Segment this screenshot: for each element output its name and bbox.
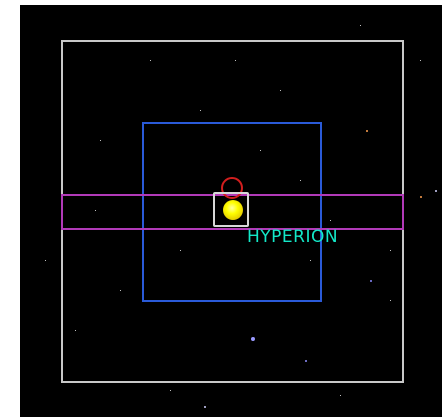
red-ring-marker xyxy=(221,177,243,199)
star xyxy=(120,290,121,291)
star xyxy=(360,25,361,26)
star xyxy=(170,390,171,391)
star xyxy=(305,360,307,362)
inner-field-of-view-frame xyxy=(142,122,322,302)
star xyxy=(95,210,96,211)
star xyxy=(390,250,391,251)
star xyxy=(420,60,421,61)
target-body[interactable] xyxy=(223,200,243,220)
target-label: HYPERION xyxy=(247,227,339,247)
star xyxy=(310,260,311,261)
star xyxy=(370,280,372,282)
star xyxy=(251,337,255,341)
star xyxy=(75,330,76,331)
star xyxy=(340,395,341,396)
star xyxy=(45,260,46,261)
star xyxy=(200,110,201,111)
star xyxy=(180,250,181,251)
star xyxy=(235,60,236,61)
star xyxy=(366,130,368,132)
star xyxy=(300,180,301,181)
star xyxy=(420,196,422,198)
star xyxy=(390,300,391,301)
star xyxy=(260,150,261,151)
star xyxy=(330,220,331,221)
star xyxy=(204,406,206,408)
star xyxy=(435,190,437,192)
star xyxy=(280,90,281,91)
star xyxy=(150,60,151,61)
target-selection-box[interactable] xyxy=(213,192,249,227)
star xyxy=(100,140,101,141)
